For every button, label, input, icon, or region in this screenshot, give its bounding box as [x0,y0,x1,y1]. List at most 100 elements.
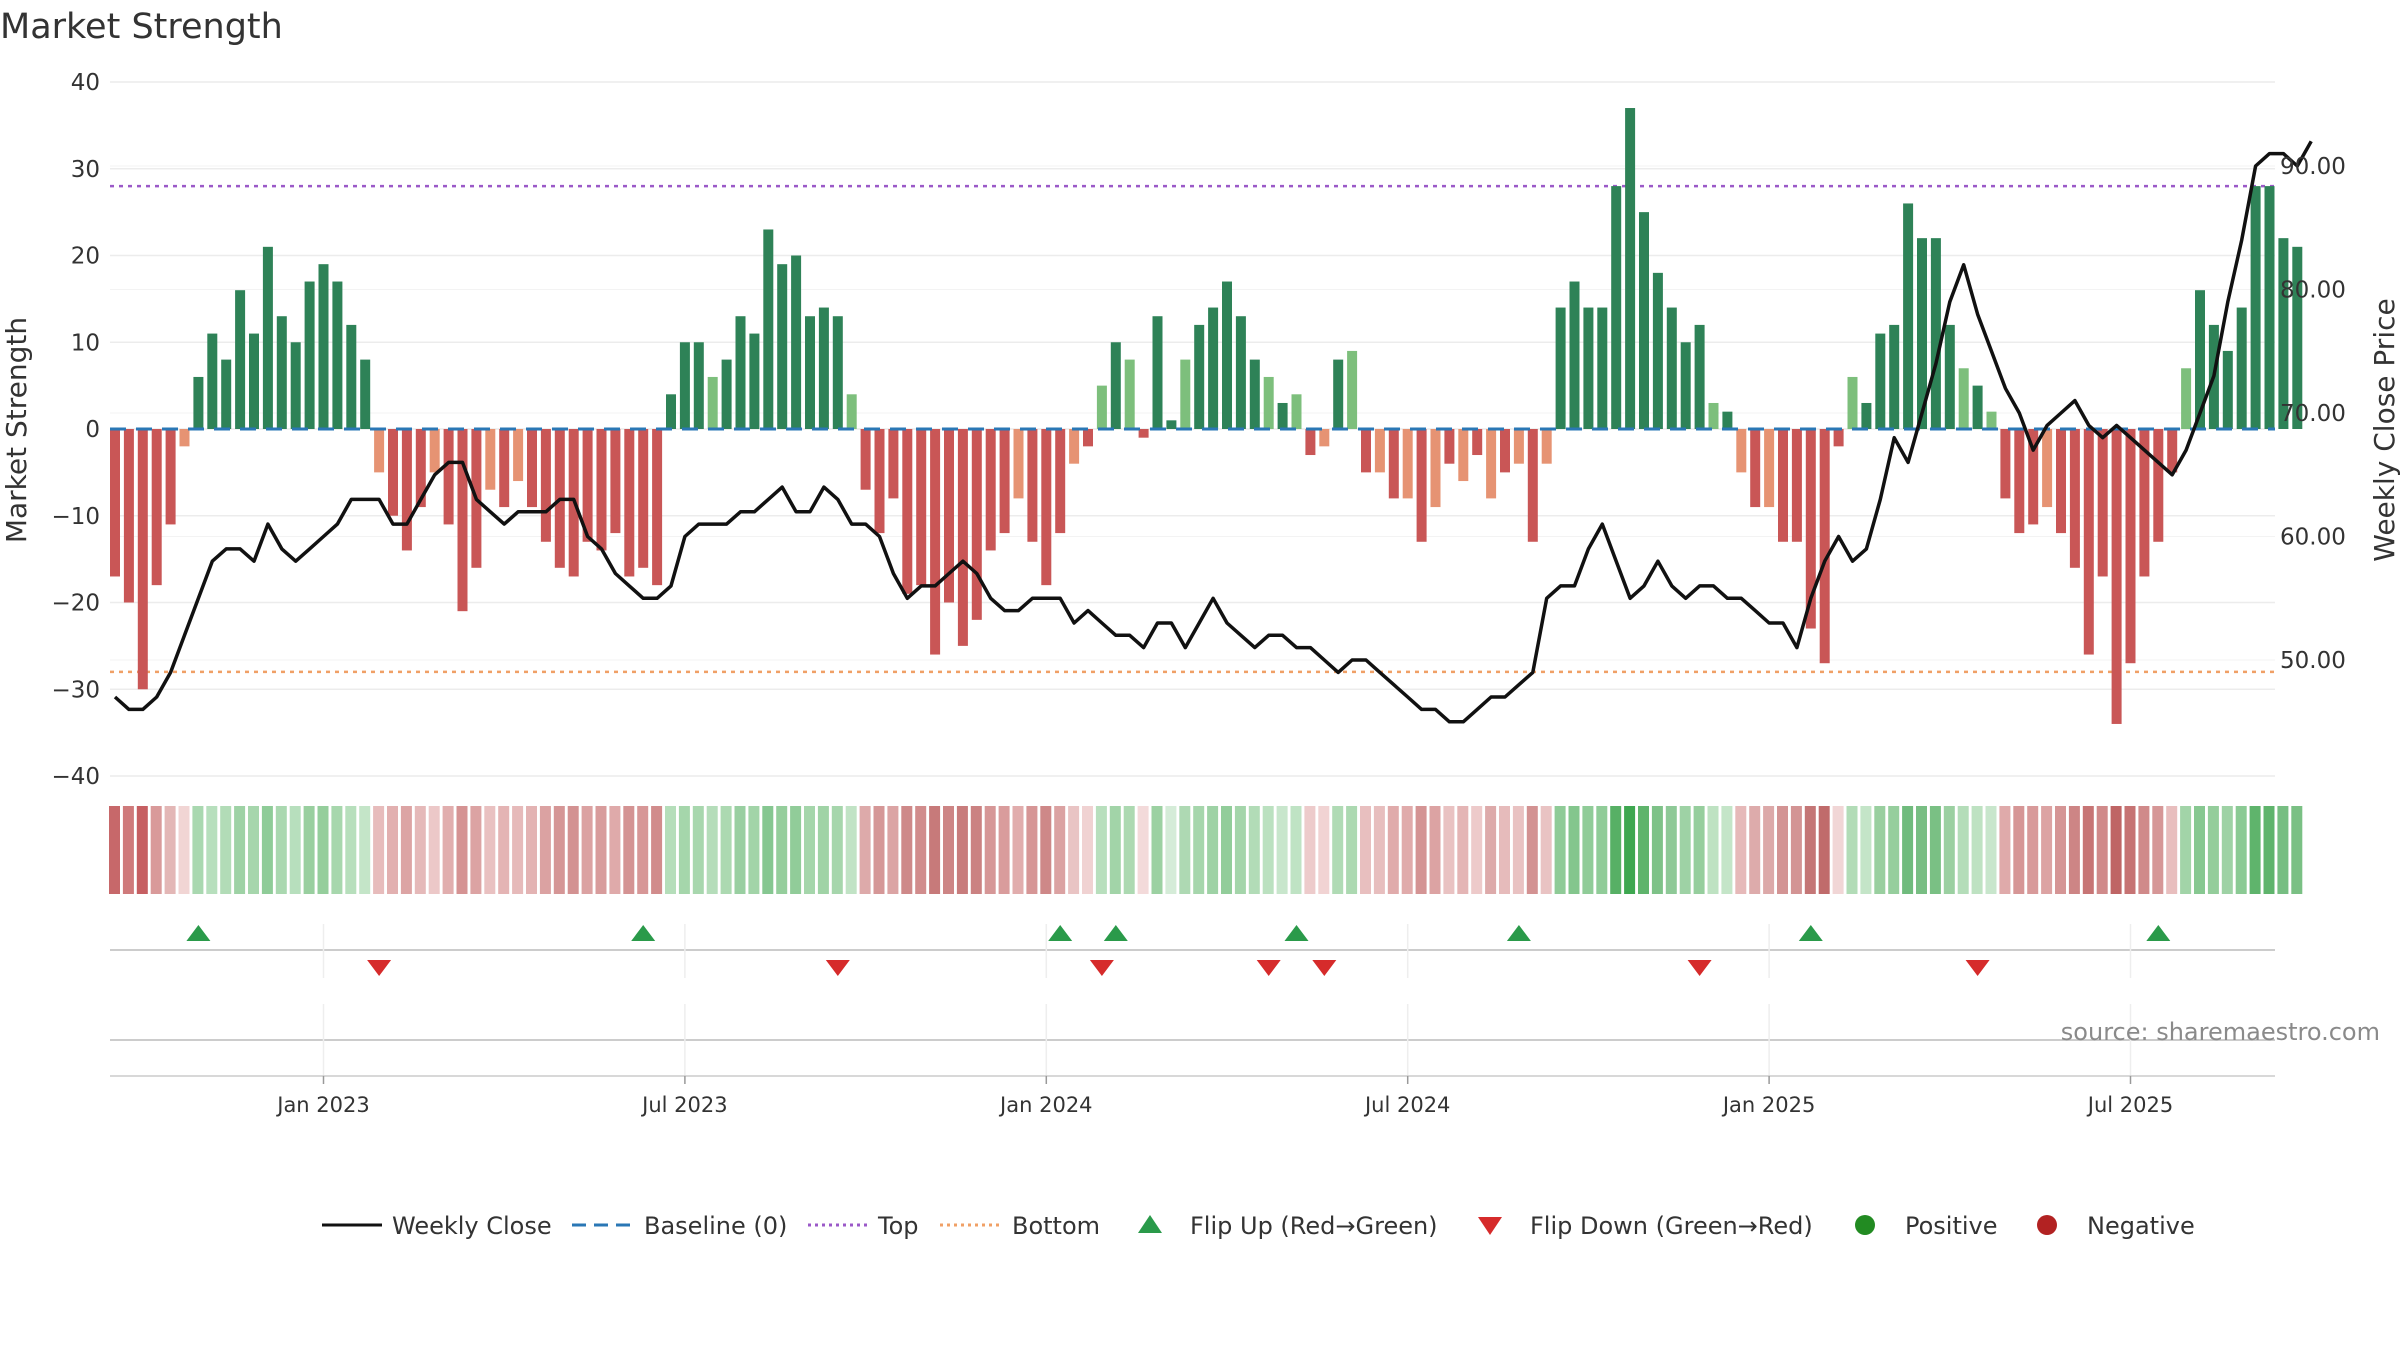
legend: Weekly Close Baseline (0) Top Bottom Flip Up… [322,1212,2195,1240]
strip-cell [2291,806,2303,894]
strip-cell [1818,806,1830,894]
strip-cell [901,806,913,894]
y-tick-label: 10 [71,330,100,356]
strip-cell [2068,806,2080,894]
y-tick-label: 30 [71,157,100,183]
strength-bar [1541,429,1552,464]
strength-bar [1444,429,1455,464]
strip-cell [512,806,524,894]
strip-cell [1540,806,1552,894]
strip-cell [831,806,843,894]
strength-bar [2278,238,2289,429]
strip-cell [178,806,190,894]
strength-bar [1194,324,1205,429]
y-tick-label: −40 [51,764,100,790]
strength-bar [1138,429,1149,438]
legend-label: Top [877,1212,919,1240]
strength-bar [276,316,287,429]
strength-bar [1222,281,1232,429]
strip-cell [748,806,760,894]
strength-bar [1208,307,1219,429]
strip-cell [2027,806,2039,894]
strip-cell [553,806,565,894]
strip-cell [637,806,649,894]
lower-panel [110,1004,2275,1077]
y-tick-label: −20 [51,591,100,617]
strip-cell [206,806,218,894]
flip-up-marker [1284,925,1309,941]
strip-cell [873,806,885,894]
strip-cell [331,806,343,894]
strength-bar [2153,429,2164,542]
strength-bar [2236,307,2247,429]
strength-bar [930,429,941,655]
x-axis-ticks: Jan 2023 Jul 2023 Jan 2024 Jul 2024 Jan 2025… [275,1076,2173,1117]
flip-up-marker [1506,925,1531,941]
strip-cell [1943,806,1955,894]
strip-cell [234,806,246,894]
strength-bar [1597,307,1608,429]
strip-cell [1860,806,1872,894]
strength-bar [1833,429,1844,447]
strip-cell [1109,806,1121,894]
strength-bar [2083,429,2094,655]
strip-cell [1346,806,1358,894]
strength-bar [1736,429,1747,473]
strip-cell [275,806,287,894]
strip-cell [122,806,134,894]
strength-bar [193,376,204,429]
strip-cell [956,806,968,894]
strip-cell [192,806,204,894]
strength-bar [1805,429,1816,629]
strip-cell [1012,806,1024,894]
strength-bar [2167,429,2178,473]
strength-bar [1124,359,1135,429]
strength-bar [2111,429,2122,724]
strength-bar [874,429,885,534]
strength-bar [1486,429,1497,499]
legend-label: Positive [1905,1212,1998,1240]
strength-bar [596,429,607,551]
strength-bar [582,429,593,542]
strength-bar [1930,238,1941,429]
strength-bar [610,429,621,534]
strength-bar [2042,429,2053,508]
y2-tick-label: 80.00 [2280,278,2346,304]
strip-cell [470,806,482,894]
strip-cell [2055,806,2066,894]
strip-cell [2180,806,2192,894]
weekly-close-line [113,140,2313,724]
flip-down-marker [367,960,392,976]
strength-bar [1291,394,1302,429]
strength-bar [1027,429,1038,542]
strength-bar [791,255,802,429]
strip-cell [1651,806,1663,894]
strip-cell [1638,806,1649,894]
strip-cell [845,806,857,894]
strip-cell [1777,806,1788,894]
strength-bar [332,281,343,429]
legend-swatch [1138,1215,1162,1233]
chart-title: Market Strength [0,7,283,47]
strength-bar [527,429,537,508]
strength-bars [110,108,2303,724]
strip-cell [136,806,148,894]
strength-bar [1944,324,1955,429]
legend-swatch [1478,1217,1502,1235]
grid-lines [110,81,2275,777]
flip-down-marker [825,960,850,976]
strength-bar [1569,281,1580,429]
strength-bar [1110,342,1121,429]
strength-bar [207,333,218,429]
strength-bar [388,429,398,516]
strength-bar [1666,307,1677,429]
strength-bar [1388,429,1399,499]
strength-bar [999,429,1010,534]
strip-cell [442,806,454,894]
strength-bar [1013,429,1024,499]
strength-bar [485,429,496,490]
strip-cell [1137,806,1149,894]
flip-up-marker [1048,925,1073,941]
right-axis-label: Weekly Close Price [2368,298,2400,561]
strip-cell [1624,806,1636,894]
